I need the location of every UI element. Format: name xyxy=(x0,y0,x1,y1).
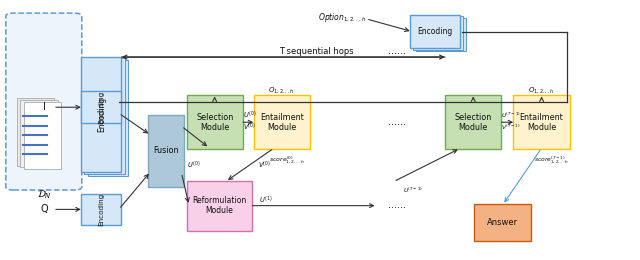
Text: Entailment
Module: Entailment Module xyxy=(260,113,303,132)
FancyBboxPatch shape xyxy=(186,95,243,149)
Text: Answer: Answer xyxy=(487,218,518,227)
Text: $V^{(0)}$: $V^{(0)}$ xyxy=(258,159,271,171)
Text: $O_{1,2...h}$: $O_{1,2...h}$ xyxy=(268,85,295,95)
Text: $U^{(T-1)}$: $U^{(T-1)}$ xyxy=(403,186,423,196)
Text: $U^{(0)}$: $U^{(0)}$ xyxy=(186,159,200,171)
Text: $score^{(0)}_{1,2...h}$: $score^{(0)}_{1,2...h}$ xyxy=(269,154,305,165)
Text: $U^{(0)}$: $U^{(0)}$ xyxy=(243,110,257,121)
Text: Selection
Module: Selection Module xyxy=(454,113,492,132)
FancyBboxPatch shape xyxy=(253,95,310,149)
FancyBboxPatch shape xyxy=(410,15,460,48)
Text: Encoding: Encoding xyxy=(417,27,452,36)
FancyBboxPatch shape xyxy=(513,95,570,149)
Text: $O_{1,2...h}$: $O_{1,2...h}$ xyxy=(528,85,555,95)
Text: $\mathcal{D}_N$: $\mathcal{D}_N$ xyxy=(36,188,51,201)
Text: Entailment
Module: Entailment Module xyxy=(520,113,563,132)
Text: Encoding: Encoding xyxy=(97,97,106,132)
FancyBboxPatch shape xyxy=(417,18,467,51)
Text: $score^{(T-1)}_{1,2...h}$: $score^{(T-1)}_{1,2...h}$ xyxy=(534,154,568,165)
Text: Selection
Module: Selection Module xyxy=(196,113,233,132)
FancyBboxPatch shape xyxy=(84,58,125,174)
Text: ......: ...... xyxy=(388,117,406,127)
Text: Encoding: Encoding xyxy=(99,91,104,124)
FancyBboxPatch shape xyxy=(445,95,501,149)
Text: $U^{(T-1)}$: $U^{(T-1)}$ xyxy=(500,111,521,120)
FancyBboxPatch shape xyxy=(20,100,58,167)
Text: Encoding: Encoding xyxy=(99,193,104,226)
Text: $Option_{1,2...h}$: $Option_{1,2...h}$ xyxy=(317,11,366,24)
FancyBboxPatch shape xyxy=(17,98,54,166)
Text: Reformulation
Module: Reformulation Module xyxy=(192,196,246,215)
Text: ......: ...... xyxy=(388,200,406,210)
Text: $V^{(T-1)}$: $V^{(T-1)}$ xyxy=(500,123,520,132)
Text: T sequential hops: T sequential hops xyxy=(280,47,354,56)
Text: I: I xyxy=(43,102,45,112)
FancyBboxPatch shape xyxy=(81,194,122,225)
FancyBboxPatch shape xyxy=(413,16,463,50)
Text: ......: ...... xyxy=(388,46,406,56)
Text: $V^{(0)}$: $V^{(0)}$ xyxy=(243,122,257,133)
FancyBboxPatch shape xyxy=(88,60,128,176)
FancyBboxPatch shape xyxy=(24,102,61,169)
FancyBboxPatch shape xyxy=(81,92,122,123)
Text: Fusion: Fusion xyxy=(154,146,179,155)
FancyBboxPatch shape xyxy=(148,115,184,187)
FancyBboxPatch shape xyxy=(186,181,252,231)
Text: Q: Q xyxy=(40,204,48,214)
FancyBboxPatch shape xyxy=(474,204,531,241)
FancyBboxPatch shape xyxy=(6,13,82,190)
Text: $U^{(1)}$: $U^{(1)}$ xyxy=(259,194,273,206)
FancyBboxPatch shape xyxy=(81,57,122,172)
